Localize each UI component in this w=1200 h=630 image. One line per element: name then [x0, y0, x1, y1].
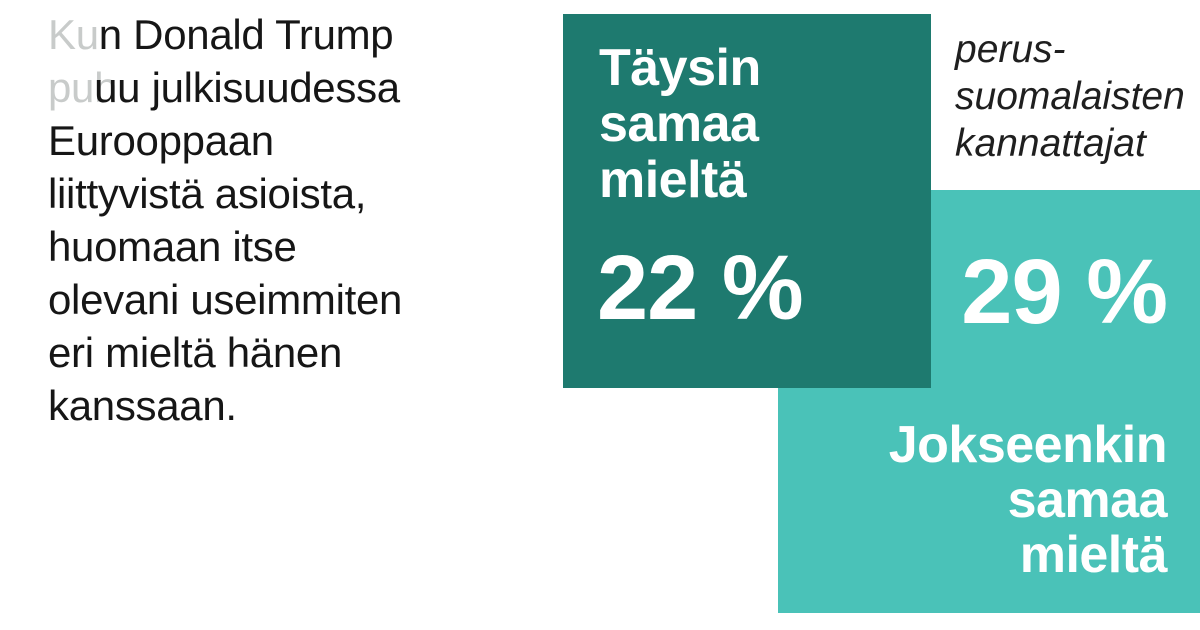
agree-somewhat-label-line: samaa	[1007, 471, 1168, 529]
intro-line: Kunn Donald Trump	[48, 8, 402, 61]
intro-line-text: n Donald Trump	[98, 11, 394, 58]
intro-line: puhuu julkisuudessa	[48, 61, 402, 114]
agree-strongly-square: Täysin samaa mieltä 22 %	[563, 14, 931, 388]
intro-paragraph: Kunn Donald Trump puhuu julkisuudessa Eu…	[48, 8, 402, 432]
intro-line: Eurooppaan	[48, 114, 402, 167]
agree-somewhat-label-line: Jokseenkin	[888, 416, 1168, 474]
agree-somewhat-label: Jokseenkin samaa mieltä	[888, 416, 1168, 584]
intro-line: huomaan itse	[48, 220, 402, 273]
group-label-line: kannattajat	[955, 122, 1146, 165]
agree-strongly-label: Täysin samaa mieltä	[599, 40, 761, 208]
intro-line: eri mieltä hänen	[48, 326, 402, 379]
group-label-line: suomalaisten	[955, 75, 1185, 118]
agree-strongly-label-line: Täysin	[599, 39, 761, 97]
ghost-text: puh	[48, 64, 118, 111]
agree-strongly-label-line: mieltä	[599, 151, 747, 209]
intro-line: liittyvistä asioista,	[48, 167, 402, 220]
agree-somewhat-label-line: mieltä	[1019, 526, 1168, 584]
intro-line-text: olevani useimmiten	[48, 276, 403, 323]
intro-line-text: uu julkisuudessa	[94, 64, 400, 111]
intro-line-text: Eurooppaan	[48, 117, 274, 164]
agree-strongly-label-line: samaa	[599, 95, 759, 153]
intro-line-text: huomaan itse	[48, 223, 297, 270]
agree-somewhat-value: 29 %	[961, 241, 1168, 343]
agree-strongly-value: 22 %	[597, 237, 804, 339]
intro-line-text: eri mieltä hänen	[48, 329, 343, 376]
group-label: perus- suomalaisten kannattajat	[955, 26, 1185, 167]
intro-line-text: kanssaan.	[48, 382, 237, 429]
intro-line: olevani useimmiten	[48, 273, 402, 326]
intro-line-text: liittyvistä asioista,	[48, 170, 367, 217]
group-label-line: perus-	[955, 28, 1066, 71]
ghost-text: Kun	[48, 11, 122, 58]
intro-line: kanssaan.	[48, 379, 402, 432]
